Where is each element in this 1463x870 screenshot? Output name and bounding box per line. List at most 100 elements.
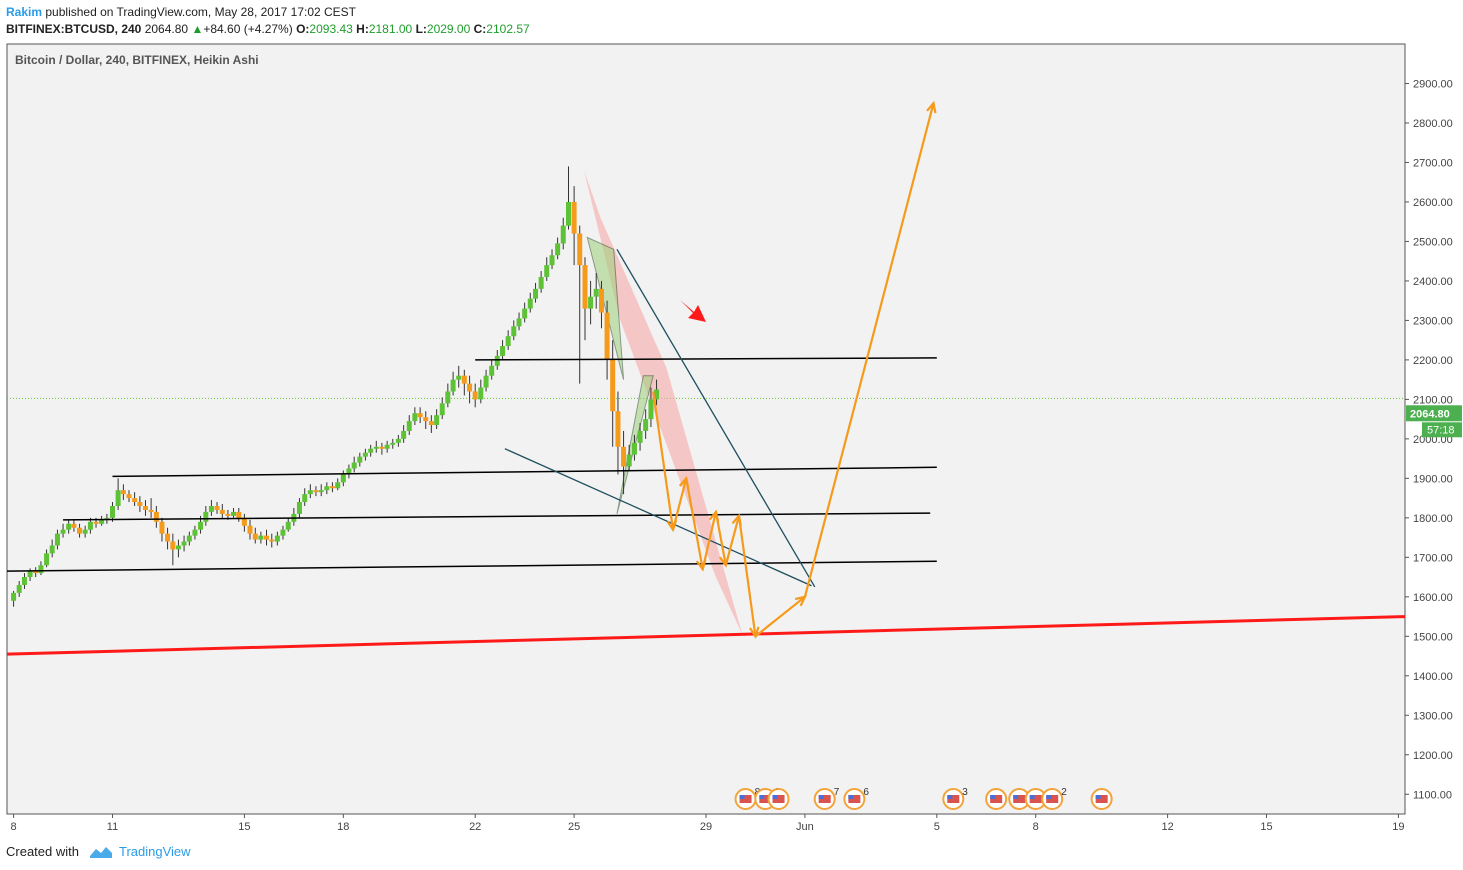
- candle-body: [99, 519, 105, 524]
- close-label: C:: [473, 22, 487, 36]
- candle-body: [417, 413, 423, 418]
- y-tick-label: 2900.00: [1413, 78, 1453, 90]
- candle-body: [489, 365, 495, 376]
- candle-body: [170, 541, 176, 550]
- candle-body: [571, 201, 577, 234]
- projection-arrowhead: [731, 513, 742, 526]
- candle-body: [631, 442, 637, 455]
- created-with-text: Created with: [6, 844, 79, 859]
- candle-body: [318, 490, 324, 493]
- flag-stripe: [1013, 795, 1026, 803]
- support-line: [6, 560, 937, 572]
- candle-body: [423, 417, 429, 422]
- event-count-label: 2: [1061, 787, 1067, 798]
- candle-body: [346, 468, 352, 475]
- projection-arrowhead: [666, 519, 678, 533]
- y-tick-label: 2100.00: [1413, 394, 1453, 406]
- projection-arrowhead: [708, 509, 720, 522]
- candle-body: [555, 243, 561, 256]
- flag-canton: [1095, 795, 1101, 799]
- candle-body: [142, 506, 148, 510]
- candle-body: [494, 355, 500, 366]
- close-value: 2102.57: [486, 22, 530, 36]
- harmonic-pattern-xab: [586, 236, 625, 380]
- tradingview-link[interactable]: TradingView: [118, 844, 191, 859]
- x-tick-label: 11: [107, 821, 118, 833]
- flag-stripe: [990, 795, 1003, 803]
- flag-canton: [759, 795, 765, 799]
- y-tick-label: 1100.00: [1413, 789, 1452, 801]
- flag-canton: [818, 795, 824, 799]
- x-tick-label: Jun: [796, 821, 814, 833]
- y-tick-label: 2200.00: [1413, 355, 1453, 367]
- candle-body: [252, 533, 258, 540]
- candle-body: [478, 387, 484, 400]
- candle-body: [175, 545, 181, 550]
- x-tick-label: 8: [1033, 821, 1039, 833]
- symbol-label: BITFINEX:BTCUSD, 240: [6, 22, 142, 36]
- projection-arrowhead: [926, 100, 937, 114]
- candle-body: [33, 571, 39, 574]
- candle-body: [285, 521, 291, 530]
- x-tick-label: 29: [700, 821, 712, 833]
- candle-body: [38, 565, 44, 574]
- candle-body: [71, 523, 77, 528]
- candle-body: [280, 529, 286, 536]
- author-link[interactable]: Rakim: [6, 5, 43, 19]
- candle-body: [610, 359, 616, 412]
- support-line: [475, 357, 937, 361]
- change-up-icon: ▲: [191, 22, 204, 36]
- candle-body: [148, 509, 154, 512]
- candle-body: [54, 533, 60, 546]
- candle-body: [379, 446, 385, 449]
- x-tick-label: 12: [1161, 821, 1173, 833]
- y-tick-label: 2800.00: [1413, 118, 1453, 130]
- candle-body: [110, 506, 116, 518]
- support-line: [63, 512, 931, 521]
- flag-canton: [947, 795, 953, 799]
- x-tick-label: 15: [238, 821, 250, 833]
- candle-body: [560, 225, 566, 244]
- candle-body: [324, 486, 330, 491]
- flag-stripe: [818, 795, 831, 803]
- candle-body: [60, 529, 66, 534]
- candle-body: [604, 312, 610, 360]
- candle-body: [362, 452, 368, 457]
- y-tick-label: 1400.00: [1413, 671, 1453, 683]
- candle-body: [181, 541, 187, 546]
- candle-body: [483, 375, 489, 388]
- candle-body: [192, 529, 198, 536]
- candle-body: [505, 336, 511, 347]
- flag-canton: [1013, 795, 1019, 799]
- candle-body: [340, 474, 346, 483]
- candle-body: [549, 255, 555, 266]
- candle-body: [439, 403, 445, 416]
- candle-body: [11, 592, 17, 601]
- candle-body: [401, 430, 407, 439]
- candle-body: [159, 521, 165, 534]
- flag-stripe: [739, 795, 752, 803]
- ohlc-line: BITFINEX:BTCUSD, 240 2064.80 ▲+84.60 (+4…: [6, 21, 530, 38]
- candle-body: [307, 490, 313, 495]
- flag-stripe: [772, 795, 785, 803]
- wedge-line: [504, 448, 812, 587]
- y-tick-label: 1200.00: [1413, 750, 1453, 762]
- candle-body: [637, 430, 643, 443]
- y-tick-label: 2600.00: [1413, 197, 1453, 209]
- projection-arrowhead: [794, 595, 807, 607]
- candle-body: [165, 533, 171, 542]
- high-value: 2181.00: [368, 22, 413, 36]
- event-count-label: 3: [962, 787, 968, 798]
- flag-stripe: [1029, 795, 1042, 803]
- candle-body: [77, 527, 83, 534]
- x-tick-label: 19: [1392, 821, 1404, 833]
- candle-body: [208, 506, 214, 512]
- long-term-trend-line: [6, 615, 1406, 656]
- candle-body: [544, 265, 550, 277]
- candle-body: [412, 413, 418, 422]
- candle-body: [390, 442, 396, 445]
- x-tick-label: 5: [934, 821, 940, 833]
- candle-body: [368, 448, 374, 453]
- candle-body: [357, 456, 363, 463]
